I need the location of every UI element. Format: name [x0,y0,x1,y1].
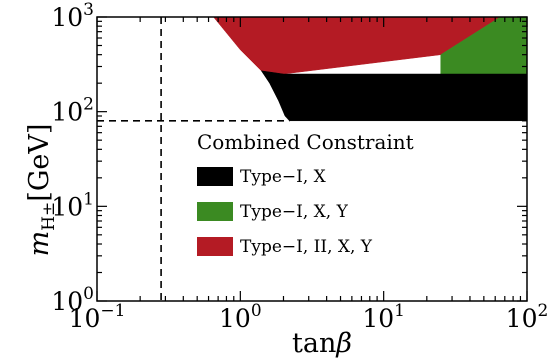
y-tick-label: 100 [51,284,94,316]
legend-label: Type−I, II, X, Y [240,237,373,257]
x-axis-label-beta: β [335,328,352,359]
y-tick-label: 102 [51,95,94,127]
legend-label: Type−I, X, Y [240,202,349,222]
legend-swatch [197,202,233,221]
reference-lines [97,17,290,301]
x-axis-label-tan: tan [292,328,336,359]
x-tick-label: 101 [362,301,405,333]
y-axis-label-m: m [24,231,55,257]
y-tick-label: 101 [51,189,94,221]
y-axis-label-unit: [GeV] [24,124,55,202]
axis-ticks [96,16,528,302]
y-axis-label-sub: H± [39,202,59,231]
legend-swatch [197,237,233,256]
x-tick-label: 10−1 [69,301,126,333]
legend-swatch [197,167,233,186]
plot-frame [96,16,528,302]
y-tick-label: 103 [51,0,94,32]
legend-title: Combined Constraint [197,130,414,154]
x-tick-label: 100 [219,301,262,333]
legend: Combined Constraint Type−I, X Type−I, X, Y… [197,130,414,257]
legend-label: Type−I, X [240,167,327,187]
constraint-regions [212,16,528,122]
x-axis-label: tanβ [292,328,352,359]
region-type-i-x [260,70,528,122]
x-tick-label: 102 [506,301,547,333]
y-axis-label: mH±[GeV] [24,124,59,257]
